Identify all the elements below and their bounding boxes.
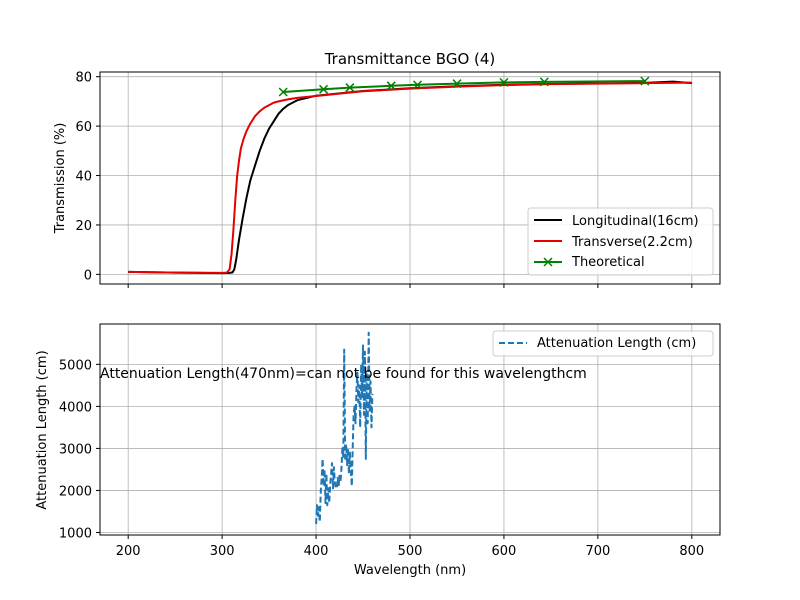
bottom-xtick-label: 300: [210, 544, 235, 559]
bottom-ytick-label: 1000: [59, 526, 92, 541]
top-series-marker: [640, 76, 650, 86]
bottom-xtick-label: 400: [304, 544, 329, 559]
bottom-xtick-label: 700: [585, 544, 610, 559]
top-series-marker: [412, 80, 423, 90]
bottom-chart-ticks: 200 300 400 500 600 700 800 1000 2000 3000 4000 500…: [59, 358, 704, 559]
legend-label-longitudinal: Longitudinal(16cm): [572, 214, 699, 229]
top-chart-grid: [100, 72, 720, 284]
top-ytick-label: 0: [84, 268, 92, 283]
bottom-xtick-label: 800: [679, 544, 704, 559]
bottom-chart-grid: [100, 324, 720, 535]
top-chart-title: Transmittance BGO (4): [324, 50, 496, 68]
top-chart-ticks: 0 20 40 60 80: [75, 71, 693, 288]
bottom-xtick-label: 600: [492, 544, 517, 559]
bottom-chart-ylabel: Attenuation Length (cm): [35, 350, 50, 509]
top-series-marker: [499, 77, 509, 87]
top-chart-series: [128, 76, 692, 275]
top-chart-ylabel: Transmission (%): [53, 123, 68, 235]
top-ytick-label: 80: [75, 71, 92, 86]
legend-label-transverse: Transverse(2.2cm): [571, 235, 693, 250]
top-chart: 0 20 40 60 80 Transmission (%) Longitudinal(…: [53, 71, 721, 288]
top-series-marker: [386, 81, 396, 91]
bottom-xtick-label: 500: [398, 544, 423, 559]
bottom-series-line-0: [315, 331, 374, 525]
bottom-chart-xlabel: Wavelength (nm): [354, 563, 466, 578]
bottom-chart-frame: [99, 323, 721, 536]
bottom-chart-annotation: Attenuation Length(470nm)=can not be fou…: [100, 366, 587, 382]
bottom-chart: 200 300 400 500 600 700 800 1000 2000 3000 4000 500…: [35, 323, 721, 578]
bottom-chart-series: [315, 331, 374, 525]
bottom-ytick-label: 5000: [59, 358, 92, 373]
bottom-ytick-label: 2000: [59, 484, 92, 499]
top-series-marker: [278, 87, 288, 97]
top-legend-box: [527, 207, 714, 276]
top-series-marker: [345, 83, 355, 93]
top-ytick-label: 60: [75, 120, 92, 135]
top-series-marker: [452, 79, 462, 89]
legend-label-theoretical: Theoretical: [571, 255, 645, 270]
top-chart-frame: [99, 71, 721, 285]
legend-label-attenuation: Attenuation Length (cm): [537, 336, 696, 351]
legend-marker-theoretical: [543, 257, 553, 267]
top-series-marker: [319, 84, 329, 94]
top-series-marker: [539, 77, 549, 87]
top-series-line-1: [128, 81, 692, 274]
bottom-ytick-label: 4000: [59, 400, 92, 415]
bottom-ytick-label: 3000: [59, 442, 92, 457]
top-chart-legend: Longitudinal(16cm) Transverse(2.2cm) The…: [527, 207, 714, 276]
top-ytick-label: 40: [75, 170, 92, 185]
bottom-legend-box: [492, 330, 714, 357]
bottom-chart-legend: Attenuation Length (cm): [492, 330, 714, 357]
bottom-xtick-label: 200: [116, 544, 141, 559]
top-ytick-label: 20: [75, 219, 92, 234]
